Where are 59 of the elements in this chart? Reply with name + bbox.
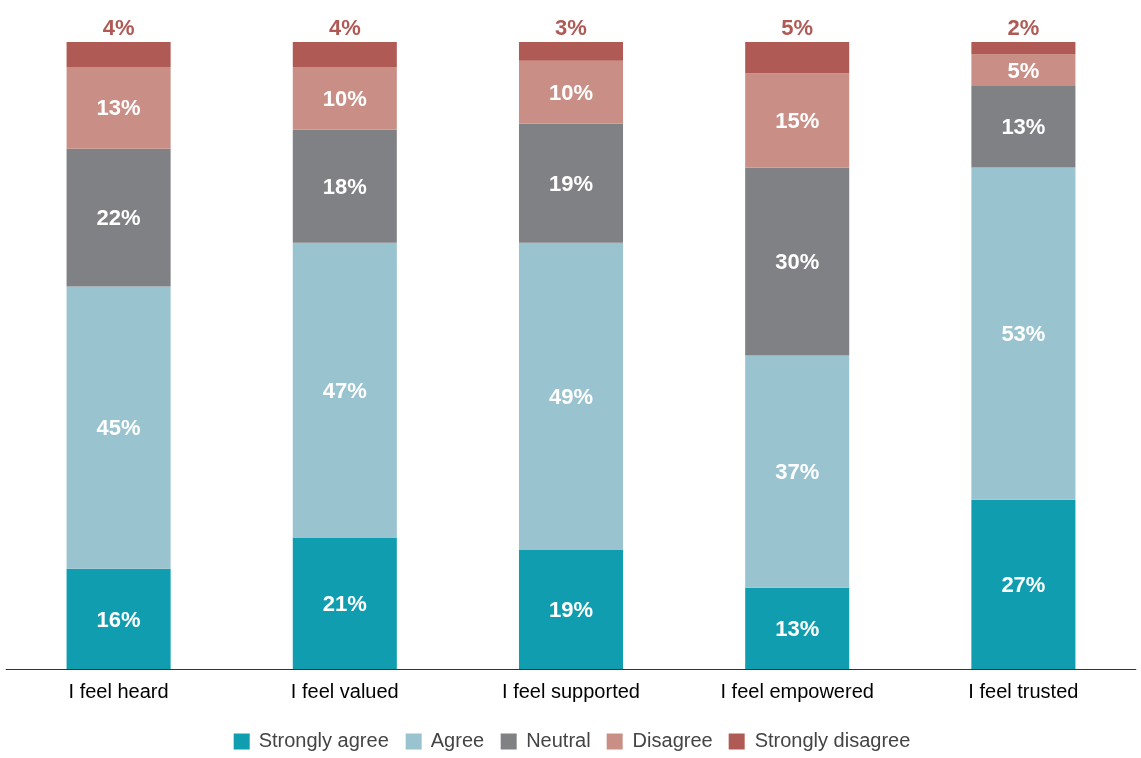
data-label: 37% — [775, 459, 820, 485]
bar — [292, 242, 397, 538]
data-label: 22% — [96, 205, 141, 231]
legend-label: Disagree — [632, 729, 713, 752]
data-label: 27% — [1001, 572, 1046, 598]
data-label: 47% — [322, 377, 367, 403]
bar — [66, 286, 171, 569]
bar — [745, 73, 850, 168]
bar — [66, 67, 171, 149]
data-label: 19% — [548, 597, 594, 623]
bar — [745, 42, 850, 74]
data-label: 4% — [328, 15, 361, 41]
data-label: 13% — [775, 615, 820, 641]
data-label: 5% — [1007, 57, 1040, 83]
bar — [518, 123, 624, 243]
bar — [292, 129, 397, 243]
data-label: 5% — [781, 15, 814, 41]
data-label: 3% — [555, 15, 587, 41]
data-label: 4% — [102, 15, 135, 41]
data-label: 53% — [1001, 321, 1046, 347]
data-label: 10% — [548, 79, 594, 105]
bar — [971, 167, 1076, 500]
data-label: 13% — [96, 95, 141, 121]
x-tick-label: I feel empowered — [720, 680, 874, 703]
bar — [66, 42, 171, 68]
bar — [292, 42, 397, 68]
bar — [745, 167, 850, 356]
data-label: 49% — [548, 383, 594, 409]
bar — [971, 42, 1076, 55]
bar — [745, 355, 850, 588]
legend-label: Strongly disagree — [754, 729, 911, 752]
data-label: 13% — [1001, 114, 1046, 140]
data-label: 10% — [322, 85, 367, 111]
data-label: 16% — [96, 606, 141, 632]
x-tick-label: I feel valued — [290, 680, 399, 703]
bar — [518, 42, 624, 61]
x-tick-label: I feel heard — [68, 680, 169, 703]
bar — [745, 587, 850, 670]
data-label: 30% — [775, 249, 820, 275]
x-tick-label: I feel trusted — [968, 680, 1079, 703]
data-label: 2% — [1007, 15, 1040, 41]
data-label: 19% — [548, 170, 594, 196]
legend-label: Neutral — [526, 729, 591, 752]
bar — [971, 85, 1076, 168]
bar — [518, 550, 624, 670]
bar — [518, 242, 624, 551]
x-tick-label: I feel supported — [502, 680, 640, 703]
legend-label: Strongly agree — [258, 729, 389, 752]
bar — [971, 499, 1076, 670]
bar — [292, 67, 397, 130]
bar — [66, 148, 171, 287]
data-label: 21% — [322, 590, 367, 616]
data-label: 18% — [322, 173, 367, 199]
legend-label: Agree — [430, 729, 485, 752]
bar — [292, 537, 397, 670]
bar — [66, 568, 171, 670]
data-label: 15% — [775, 107, 820, 133]
data-label: 45% — [96, 415, 141, 441]
bar — [518, 60, 624, 124]
